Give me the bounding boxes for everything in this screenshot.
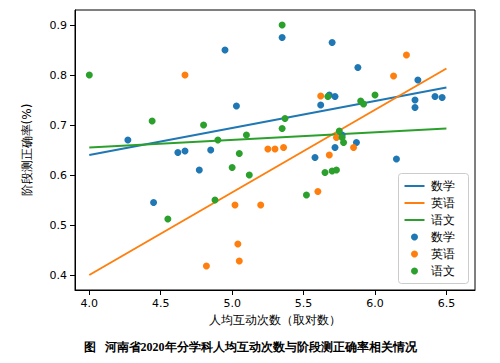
svg-text:4.0: 4.0 <box>81 297 99 310</box>
svg-text:6.5: 6.5 <box>438 297 456 310</box>
svg-text:4.5: 4.5 <box>152 297 170 310</box>
svg-text:0.5: 0.5 <box>50 219 68 232</box>
svg-text:5.0: 5.0 <box>223 297 241 310</box>
svg-text:5.5: 5.5 <box>295 297 313 310</box>
svg-text:数学: 数学 <box>431 179 455 193</box>
svg-text:0.8: 0.8 <box>50 69 68 82</box>
svg-text:语文: 语文 <box>431 264 455 278</box>
svg-text:语文: 语文 <box>431 213 455 227</box>
svg-text:阶段测正确率(%): 阶段测正确率(%) <box>20 104 34 197</box>
svg-text:0.4: 0.4 <box>50 269 68 282</box>
svg-text:人均互动次数（取对数）: 人均互动次数（取对数） <box>209 313 341 327</box>
svg-text:数学: 数学 <box>431 230 455 244</box>
svg-text:英语: 英语 <box>431 196 455 210</box>
svg-text:0.9: 0.9 <box>50 19 68 32</box>
svg-text:6.0: 6.0 <box>366 297 384 310</box>
svg-text:0.6: 0.6 <box>50 169 68 182</box>
svg-text:图 河南省2020年分学科人均互动次数与阶段测正确率相关: 图 河南省2020年分学科人均互动次数与阶段测正确率相关情况 <box>84 340 418 354</box>
svg-text:0.7: 0.7 <box>50 119 68 132</box>
svg-text:英语: 英语 <box>431 247 455 261</box>
